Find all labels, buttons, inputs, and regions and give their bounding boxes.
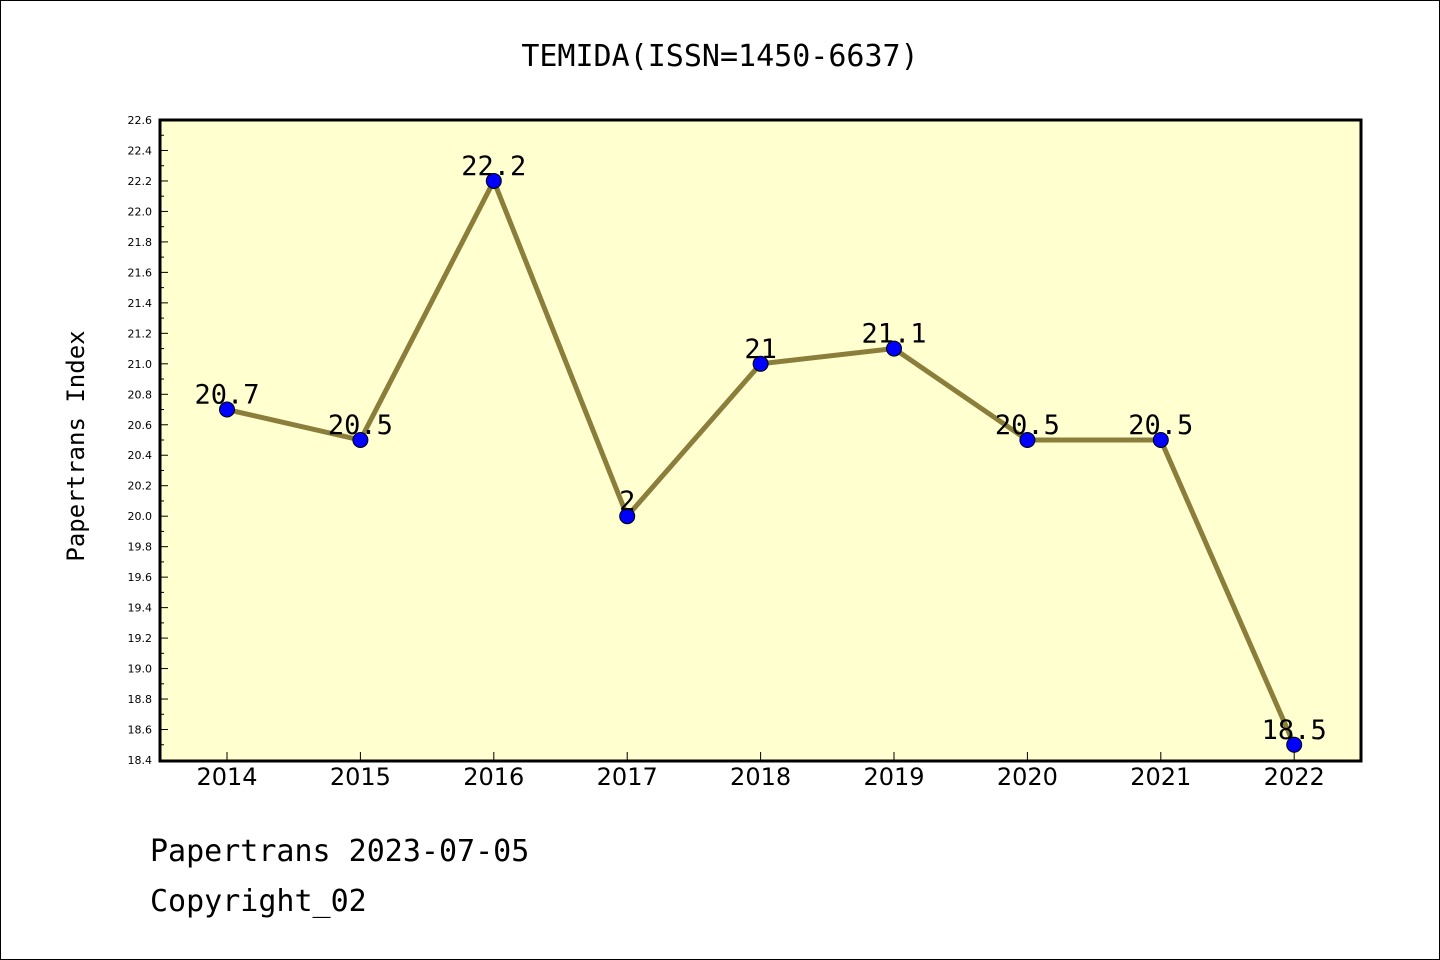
y-tick-label: 21.6 <box>128 266 153 279</box>
data-label: 21.1 <box>861 319 926 350</box>
x-tick-label: 2022 <box>1264 763 1325 791</box>
y-tick-label: 18.4 <box>128 754 153 767</box>
y-tick-label: 19.8 <box>128 541 153 554</box>
y-tick-label: 21.8 <box>128 236 153 249</box>
y-axis-ticks: 18.4 18.6 18.8 19.0 19.2 19.4 19.6 19.8 20.0 20.2… <box>128 114 168 767</box>
data-label: 22.2 <box>461 151 526 182</box>
chart-title: TEMIDA(ISSN=1450-6637) <box>521 39 918 74</box>
y-tick-label: 22.0 <box>128 205 153 218</box>
x-tick-label: 2014 <box>196 763 257 791</box>
x-tick-label: 2015 <box>330 763 391 791</box>
footer-copyright: Copyright_02 <box>150 884 367 919</box>
y-tick-label: 22.4 <box>128 144 153 157</box>
data-label: 20.5 <box>1128 410 1193 441</box>
y-tick-label: 20.8 <box>128 388 153 401</box>
x-tick-label: 2021 <box>1130 763 1191 791</box>
y-tick-label: 20.0 <box>128 510 153 523</box>
y-tick-label: 21.2 <box>128 327 153 340</box>
data-label: 20.5 <box>995 410 1060 441</box>
x-axis-ticks: 2014 2015 2016 2017 2018 2019 2020 2021 2022 <box>196 752 1325 791</box>
y-tick-label: 21.4 <box>128 297 153 310</box>
data-point <box>1019 432 1036 448</box>
data-point <box>1286 736 1303 753</box>
y-tick-label: 19.0 <box>128 663 153 676</box>
data-point <box>619 508 636 525</box>
x-tick-label: 2016 <box>463 763 524 791</box>
data-point <box>219 401 235 418</box>
data-point <box>752 355 769 372</box>
y-axis-label: Papertrans Index <box>62 330 90 561</box>
y-tick-label: 19.2 <box>128 632 153 645</box>
data-point <box>1152 432 1169 448</box>
y-tick-label: 19.6 <box>128 571 153 584</box>
y-tick-label: 22.6 <box>128 114 153 127</box>
x-tick-label: 2017 <box>597 763 658 791</box>
data-label: 18.5 <box>1262 715 1327 746</box>
y-tick-label: 19.4 <box>128 602 153 615</box>
data-label: 20.7 <box>194 380 259 411</box>
series-line <box>219 172 1303 753</box>
x-tick-label: 2018 <box>730 763 791 791</box>
y-tick-label: 20.2 <box>128 480 153 493</box>
y-tick-label: 21.0 <box>128 358 153 371</box>
data-label: 2 <box>619 486 635 517</box>
x-tick-label: 2019 <box>863 763 924 791</box>
footer-date: Papertrans 2023-07-05 <box>150 834 530 869</box>
y-tick-label: 22.2 <box>128 175 153 188</box>
data-label: 20.5 <box>328 410 393 441</box>
data-label: 21 <box>744 334 777 365</box>
data-point <box>352 432 369 448</box>
x-tick-label: 2020 <box>997 763 1058 791</box>
y-tick-label: 20.4 <box>128 449 153 462</box>
data-labels: 20.7 20.5 22.2 2 21 21.1 20.5 20.5 18.5 <box>194 151 1326 746</box>
y-tick-label: 18.8 <box>128 693 153 706</box>
y-tick-label: 18.6 <box>128 724 153 737</box>
y-tick-label: 20.6 <box>128 419 153 432</box>
data-point <box>485 172 502 189</box>
data-point <box>886 340 902 357</box>
